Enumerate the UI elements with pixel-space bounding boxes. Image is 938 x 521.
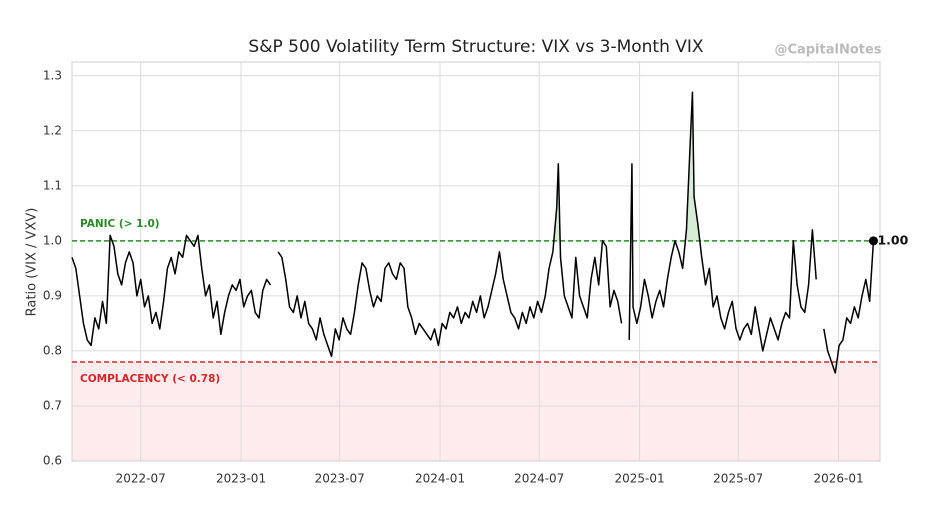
- watermark: @CapitalNotes: [774, 43, 881, 58]
- series-line: [628, 91, 817, 352]
- series-line: [71, 234, 272, 347]
- series-line: [277, 163, 623, 358]
- y-tick-label: 0.9: [43, 288, 62, 302]
- y-axis-label: Ratio (VIX / VXV): [25, 208, 40, 317]
- chart-title: S&P 500 Volatility Term Structure: VIX v…: [248, 37, 703, 57]
- y-tick-label: 1.1: [43, 178, 62, 192]
- y-tick-label: 0.8: [43, 343, 62, 357]
- y-tick-label: 1.2: [43, 123, 62, 137]
- threshold-label: COMPLACENCY (< 0.78): [80, 373, 220, 385]
- x-tick-label: 2023-01: [216, 472, 266, 486]
- y-tick-label: 1.0: [43, 233, 62, 247]
- y-tick-label: 1.3: [43, 68, 62, 82]
- x-tick-label: 2025-01: [614, 472, 664, 486]
- threshold-label: PANIC (> 1.0): [80, 218, 160, 230]
- x-tick-label: 2022-07: [116, 472, 166, 486]
- series-line: [823, 240, 875, 374]
- end-label: 1.00: [877, 232, 908, 247]
- x-tick-label: 2023-07: [315, 472, 365, 486]
- x-tick-label: 2024-07: [514, 472, 564, 486]
- end-marker: [868, 236, 878, 246]
- complacency-zone: [72, 361, 880, 461]
- y-tick-label: 0.7: [43, 398, 62, 412]
- x-tick-label: 2026-01: [813, 472, 863, 486]
- y-tick-label: 0.6: [43, 454, 62, 468]
- x-tick-label: 2024-01: [415, 472, 465, 486]
- x-tick-label: 2025-07: [713, 472, 763, 486]
- plot-frame: [71, 61, 881, 462]
